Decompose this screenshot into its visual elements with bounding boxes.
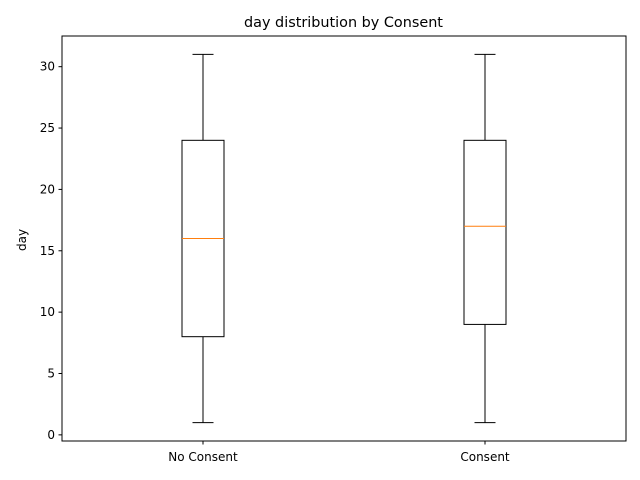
- y-tick-label: 0: [47, 428, 55, 442]
- plot-area: 0 5 10 15 20 25 30 No Consent Consent: [40, 35, 627, 464]
- y-tick-label: 5: [47, 367, 55, 381]
- y-tick-label: 15: [40, 244, 55, 258]
- y-tick-label: 30: [40, 60, 55, 74]
- y-tick-label: 25: [40, 121, 55, 135]
- chart-title: day distribution by Consent: [244, 15, 443, 31]
- y-axis-label: day: [15, 229, 29, 251]
- y-tick-label: 20: [40, 182, 55, 196]
- x-tick-label: No Consent: [168, 450, 238, 464]
- box: [463, 139, 507, 325]
- x-tick-label: Consent: [460, 450, 510, 464]
- y-tick-label: 10: [40, 305, 55, 319]
- axes-frame: [61, 35, 627, 442]
